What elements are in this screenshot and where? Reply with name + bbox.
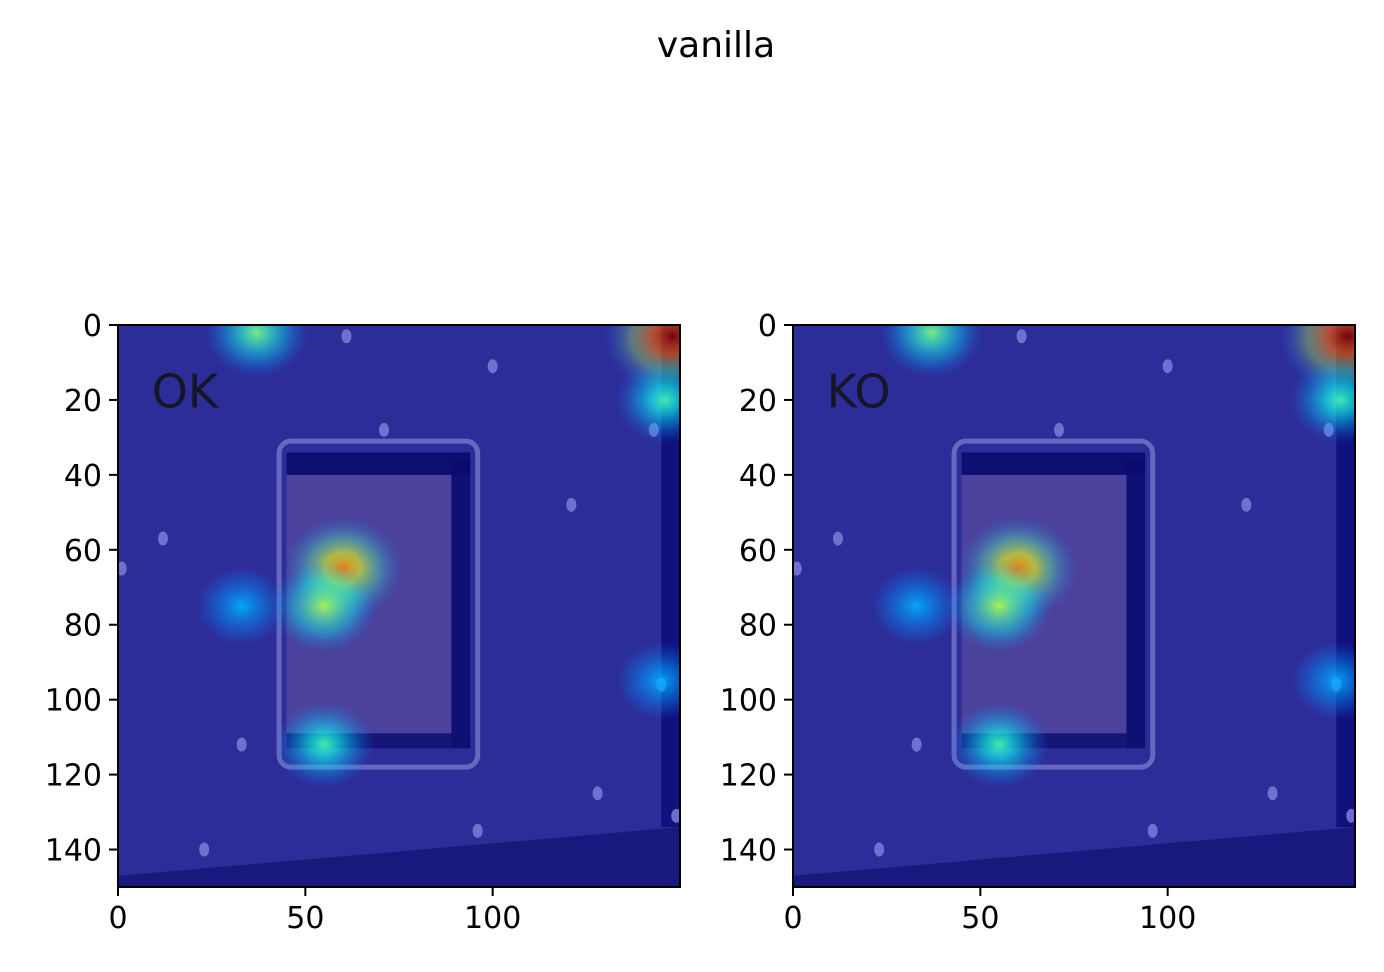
image-floor-shadow (118, 827, 680, 887)
panel-label: OK (152, 364, 220, 418)
image-frame-side (451, 459, 471, 749)
image-frame-top (286, 452, 471, 475)
x-tick-label: 50 (961, 901, 999, 936)
panel-label: KO (827, 364, 891, 418)
image-dot (1241, 497, 1252, 512)
y-tick-label: 120 (720, 759, 777, 794)
image-dot (1147, 823, 1158, 838)
image-dot (1346, 808, 1355, 823)
image-dot (793, 561, 802, 576)
heatmap-hotspot (204, 325, 309, 378)
heatmap-hotspot (615, 356, 680, 444)
image-dot (1162, 359, 1173, 374)
y-tick-label: 40 (64, 459, 102, 494)
y-tick-label: 60 (739, 534, 777, 569)
heatmap-hotspot (196, 567, 287, 645)
heatmap-panel-ok: OK 0 50 100 0 20 40 60 80 100 120 140 (45, 309, 681, 936)
image-dot (157, 531, 168, 546)
y-tick-label: 20 (739, 384, 777, 419)
y-tick-label: 80 (739, 609, 777, 644)
image-dot (199, 842, 210, 857)
image-dot (118, 561, 127, 576)
image-dot (592, 786, 603, 801)
heatmap-image (793, 325, 1355, 887)
image-dot (566, 497, 577, 512)
y-tick-label: 40 (739, 459, 777, 494)
y-tick-label: 0 (83, 309, 102, 344)
image-dot (911, 737, 922, 752)
image-dot (379, 422, 390, 437)
y-tick-label: 100 (45, 684, 102, 719)
image-dot (487, 359, 498, 374)
y-tick-label: 20 (64, 384, 102, 419)
image-dot (341, 329, 352, 344)
heatmap-hotspot (616, 641, 680, 720)
heatmap-hotspot (949, 701, 1050, 789)
heatmap-hotspot (945, 559, 1053, 653)
x-tick-label: 100 (1139, 901, 1196, 936)
image-dot (236, 737, 247, 752)
heatmap-panel-ko: KO 0 50 100 0 20 40 60 80 100 120 140 (720, 309, 1356, 936)
image-dot (874, 842, 885, 857)
heatmap-hotspot (274, 701, 375, 789)
image-frame-side (1126, 459, 1146, 749)
x-tick-label: 0 (108, 901, 127, 936)
heatmap-hotspot (1290, 356, 1355, 444)
y-tick-label: 0 (758, 309, 777, 344)
image-dot (1016, 329, 1027, 344)
x-tick-label: 50 (286, 901, 324, 936)
y-tick-label: 140 (720, 834, 777, 869)
axes-frame (117, 324, 681, 888)
heatmap-hotspot (1291, 641, 1355, 720)
y-tick-label: 120 (45, 759, 102, 794)
image-dot (832, 531, 843, 546)
axes-frame (792, 324, 1356, 888)
panels: OK 0 50 100 0 20 40 60 80 100 120 140 KO 0 50 100 0 20 40 6… (45, 309, 1356, 936)
image-dot (671, 808, 680, 823)
heatmap-hotspot (871, 567, 962, 645)
heatmap-hotspot (270, 559, 378, 653)
heatmap-hotspot (879, 325, 984, 378)
y-tick-label: 60 (64, 534, 102, 569)
y-tick-label: 140 (45, 834, 102, 869)
y-tick-label: 100 (720, 684, 777, 719)
heatmap-image (118, 325, 680, 887)
image-dot (472, 823, 483, 838)
y-tick-label: 80 (64, 609, 102, 644)
image-frame-top (961, 452, 1146, 475)
image-floor-shadow (793, 827, 1355, 887)
image-dot (1267, 786, 1278, 801)
image-dot (1054, 422, 1065, 437)
x-tick-label: 100 (464, 901, 521, 936)
figure-title: vanilla (657, 25, 775, 66)
x-tick-label: 0 (783, 901, 802, 936)
